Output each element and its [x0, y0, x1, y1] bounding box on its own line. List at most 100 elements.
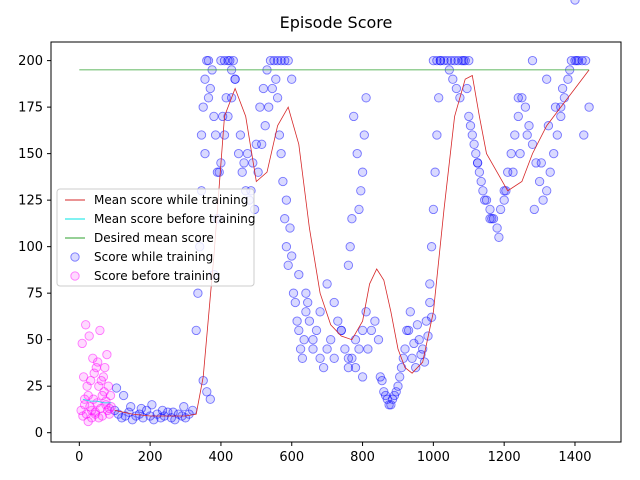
score-while-training-point: [405, 307, 415, 317]
score-before-training-point: [90, 409, 100, 419]
score-while-training-point: [287, 74, 297, 84]
score-while-training-point: [253, 167, 263, 177]
score-while-training-point: [478, 186, 488, 196]
y-tick-label: 50: [26, 333, 43, 348]
score-while-training-point: [563, 74, 573, 84]
score-while-training-point: [287, 251, 297, 261]
score-while-training-point: [118, 390, 129, 401]
score-while-training-point: [549, 148, 559, 159]
score-while-training-point: [432, 55, 442, 66]
score-before-training-point: [93, 357, 103, 367]
score-while-training-point: [584, 102, 594, 112]
score-while-training-point: [393, 381, 403, 391]
x-tick-label: 600: [279, 450, 304, 465]
score-while-training-point: [434, 93, 444, 103]
legend-marker-swatch: [70, 271, 80, 281]
score-while-training-point: [343, 260, 354, 270]
score-while-training-point: [193, 288, 203, 298]
score-while-training-point: [336, 325, 346, 336]
score-before-training-point: [87, 405, 97, 416]
score-while-training-point: [373, 335, 384, 345]
score-while-training-point: [203, 93, 214, 103]
legend-label: Mean score while training: [94, 193, 248, 207]
score-while-training-point: [237, 167, 247, 177]
score-while-training-point: [407, 353, 417, 363]
score-while-training-point: [409, 338, 419, 349]
score-while-training-point: [550, 102, 561, 112]
score-while-training-point: [579, 130, 589, 140]
score-while-training-point: [426, 242, 437, 252]
score-while-training-point: [191, 325, 201, 336]
score-while-training-point: [350, 335, 361, 345]
score-before-training-point: [84, 331, 94, 341]
score-while-training-point: [499, 195, 509, 205]
score-while-training-point: [345, 242, 355, 252]
score-while-training-point: [308, 344, 318, 354]
score-while-training-point: [283, 55, 293, 66]
score-before-training-point: [97, 390, 107, 401]
y-tick-label: 125: [18, 194, 43, 209]
score-while-training-point: [359, 130, 369, 140]
score-before-training-point: [105, 390, 116, 401]
score-while-training-point: [294, 269, 304, 280]
score-before-training-point: [88, 353, 98, 363]
score-while-training-point: [308, 335, 318, 345]
score-while-training-point: [315, 307, 325, 317]
score-while-training-point: [357, 167, 368, 177]
score-while-training-point: [255, 102, 265, 112]
score-while-training-point: [272, 93, 283, 103]
score-while-training-point: [366, 325, 377, 336]
score-while-training-point: [480, 195, 490, 205]
score-while-training-point: [303, 297, 313, 308]
score-while-training-point: [370, 316, 380, 326]
score-while-training-point: [295, 344, 306, 354]
score-before-training-point: [104, 403, 115, 414]
score-while-training-point: [471, 148, 481, 159]
score-while-training-point: [187, 405, 198, 416]
score-while-training-point: [395, 372, 405, 382]
score-while-training-point: [527, 139, 538, 149]
legend-label: Score while training: [94, 250, 213, 264]
score-while-training-point: [111, 383, 122, 393]
score-while-training-point: [570, 0, 580, 5]
score-while-training-point: [198, 102, 208, 112]
x-tick-label: 0: [75, 450, 83, 465]
score-while-training-point: [572, 55, 582, 66]
score-while-training-point: [458, 55, 469, 66]
score-while-training-point: [435, 55, 446, 66]
score-while-training-point: [451, 83, 462, 94]
score-while-training-point: [233, 148, 244, 159]
score-while-training-point: [267, 83, 277, 94]
score-while-training-point: [149, 415, 159, 425]
score-while-training-point: [557, 83, 568, 94]
x-axis: 0 200 400 600 800 1000 1200 1400: [75, 442, 592, 465]
score-while-training-point: [510, 130, 520, 140]
score-while-training-point: [446, 55, 456, 66]
score-while-training-point: [349, 111, 359, 122]
score-before-training-point: [94, 381, 104, 391]
score-while-training-point: [428, 55, 439, 66]
score-while-training-point: [363, 344, 373, 354]
score-while-training-point: [200, 74, 210, 84]
legend-marker-swatch: [70, 252, 80, 262]
score-while-training-point: [271, 74, 281, 84]
score-while-training-point: [272, 55, 283, 66]
score-while-training-point: [322, 344, 332, 354]
score-before-training-point: [95, 325, 105, 336]
score-while-training-point: [276, 55, 286, 66]
score-while-training-point: [391, 387, 401, 397]
score-while-training-point: [513, 93, 523, 103]
score-while-training-point: [524, 121, 534, 131]
score-while-training-point: [280, 214, 290, 224]
score-while-training-point: [449, 55, 460, 66]
y-tick-label: 0: [35, 426, 43, 441]
score-while-training-point: [301, 307, 311, 317]
score-while-training-point: [402, 325, 412, 336]
score-while-training-point: [203, 55, 214, 66]
score-while-training-point: [559, 93, 570, 103]
score-while-training-point: [361, 93, 371, 103]
score-while-training-point: [294, 325, 304, 336]
score-while-training-point: [520, 102, 531, 112]
score-while-training-point: [276, 148, 286, 159]
